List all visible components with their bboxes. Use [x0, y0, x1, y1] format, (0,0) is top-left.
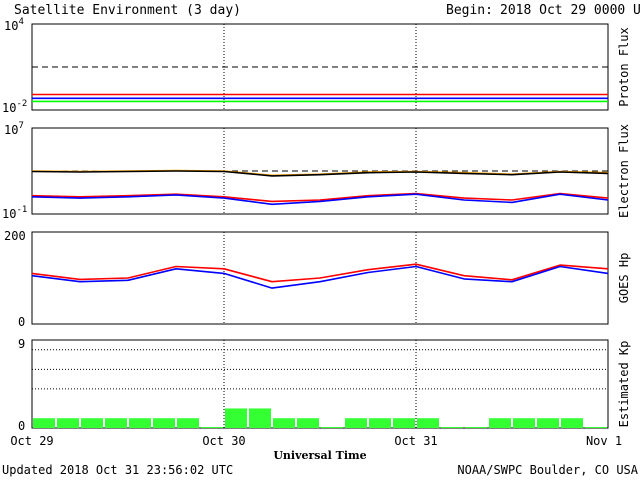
xtick-oct29: Oct 29	[10, 434, 53, 448]
kp-bar	[489, 418, 511, 428]
electron-ytick-top: 107	[4, 121, 24, 137]
kp-bar	[33, 418, 55, 428]
electron-ytick-bottom: 10-1	[2, 205, 27, 221]
kp-bar	[369, 418, 391, 428]
goes_hp-series-red	[31, 263, 609, 283]
kp-bar	[177, 418, 199, 428]
kp-bar	[393, 418, 415, 428]
kp-ytick-bottom: 0	[18, 419, 25, 433]
kp-bar	[81, 418, 103, 428]
electron-series-black	[31, 170, 609, 177]
kp-bar	[105, 418, 127, 428]
credit-text: NOAA/SWPC Boulder, CO USA	[457, 463, 638, 477]
proton-ytick-top: 104	[4, 17, 24, 33]
kp-bar	[225, 408, 247, 428]
kp-bar	[561, 418, 583, 428]
electron-series-blue	[31, 193, 609, 206]
goes-panel-frame	[31, 231, 609, 325]
goes-ytick-top: 200	[4, 229, 26, 243]
kp-bar	[585, 427, 607, 428]
begin-value: 2018 Oct 29 0000 UTC	[500, 3, 640, 18]
kp-bar	[321, 427, 343, 428]
xtick-oct30: Oct 30	[202, 434, 245, 448]
begin-label: Begin:	[446, 3, 493, 18]
goes-ytick-bottom: 0	[18, 315, 25, 329]
kp-bar	[417, 418, 439, 428]
kp-panel-frame	[31, 339, 609, 429]
proton-panel-frame	[31, 23, 609, 111]
chart-marks	[31, 24, 609, 428]
kp-ytick-top: 9	[18, 337, 25, 351]
xtick-oct31: Oct 31	[394, 434, 437, 448]
kp-ylabel: Estimated Kp	[617, 341, 631, 428]
kp-bar	[201, 427, 223, 428]
kp-bar	[297, 418, 319, 428]
kp-bar	[249, 408, 271, 428]
kp-bar	[153, 418, 175, 428]
kp-bar	[273, 418, 295, 428]
kp-bar	[513, 418, 535, 428]
goes-ylabel: GOES Hp	[617, 253, 631, 304]
goes_hp-series-blue	[31, 265, 609, 289]
kp-bar	[57, 418, 79, 428]
x-axis-label: Universal Time	[273, 449, 366, 462]
kp-bar	[465, 427, 487, 428]
electron-series-red	[31, 192, 609, 203]
proton-ylabel: Proton Flux	[617, 27, 631, 106]
kp-bar	[345, 418, 367, 428]
kp-bar	[441, 427, 463, 428]
xtick-nov1: Nov 1	[586, 434, 622, 448]
electron-ylabel: Electron Flux	[617, 124, 631, 218]
proton-ytick-bottom: 10-2	[2, 99, 27, 115]
kp-bar	[537, 418, 559, 428]
updated-timestamp: Updated 2018 Oct 31 23:56:02 UTC	[2, 463, 233, 477]
chart-title: Satellite Environment (3 day)	[14, 3, 241, 18]
kp-bar	[129, 418, 151, 428]
